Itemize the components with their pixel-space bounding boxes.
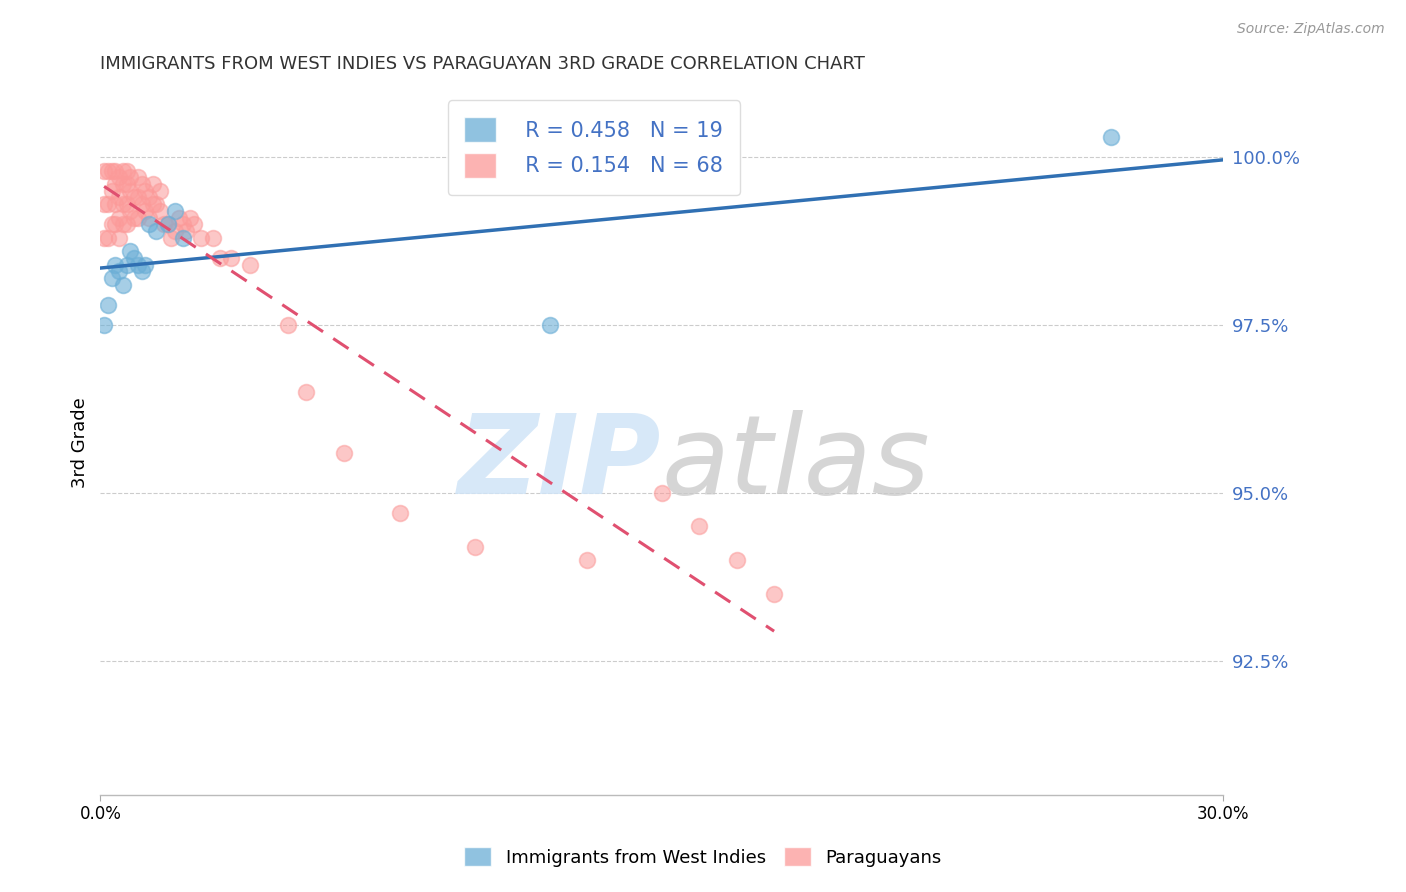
- Point: [153, 217, 176, 231]
- Point: [160, 230, 183, 244]
- Point: [127, 211, 149, 225]
- Point: [115, 197, 138, 211]
- Point: [93, 230, 115, 244]
- Point: [97, 298, 120, 312]
- Point: [131, 197, 153, 211]
- Point: [138, 217, 160, 231]
- Point: [145, 197, 167, 211]
- Point: [183, 217, 205, 231]
- Point: [142, 197, 165, 211]
- Point: [134, 184, 156, 198]
- Text: atlas: atlas: [662, 410, 931, 517]
- Point: [201, 230, 224, 244]
- Point: [104, 258, 127, 272]
- Text: Source: ZipAtlas.com: Source: ZipAtlas.com: [1237, 22, 1385, 37]
- Point: [108, 211, 131, 225]
- Point: [209, 251, 232, 265]
- Point: [93, 163, 115, 178]
- Text: ZIP: ZIP: [458, 410, 662, 517]
- Point: [104, 163, 127, 178]
- Point: [276, 318, 298, 332]
- Point: [108, 230, 131, 244]
- Point: [388, 506, 411, 520]
- Point: [115, 258, 138, 272]
- Point: [131, 264, 153, 278]
- Point: [111, 217, 134, 231]
- Point: [127, 190, 149, 204]
- Point: [97, 230, 120, 244]
- Point: [332, 445, 354, 459]
- Point: [115, 217, 138, 231]
- Point: [93, 318, 115, 332]
- Point: [122, 251, 145, 265]
- Point: [111, 177, 134, 191]
- Point: [239, 258, 262, 272]
- Point: [538, 318, 561, 332]
- Point: [725, 553, 748, 567]
- Point: [100, 163, 122, 178]
- Point: [179, 211, 201, 225]
- Point: [134, 203, 156, 218]
- Point: [221, 251, 243, 265]
- Point: [172, 230, 194, 244]
- Point: [295, 385, 318, 400]
- Point: [115, 177, 138, 191]
- Point: [176, 224, 198, 238]
- Point: [108, 190, 131, 204]
- Point: [134, 258, 156, 272]
- Point: [651, 486, 673, 500]
- Point: [127, 170, 149, 185]
- Point: [688, 519, 710, 533]
- Point: [165, 224, 187, 238]
- Point: [763, 586, 786, 600]
- Point: [1099, 130, 1122, 145]
- Point: [97, 163, 120, 178]
- Point: [97, 197, 120, 211]
- Point: [172, 217, 194, 231]
- Point: [165, 203, 187, 218]
- Point: [100, 184, 122, 198]
- Point: [138, 190, 160, 204]
- Point: [100, 271, 122, 285]
- Point: [108, 264, 131, 278]
- Point: [156, 217, 179, 231]
- Point: [142, 177, 165, 191]
- Point: [120, 170, 142, 185]
- Point: [104, 177, 127, 191]
- Point: [120, 203, 142, 218]
- Point: [115, 163, 138, 178]
- Point: [120, 184, 142, 198]
- Point: [108, 170, 131, 185]
- Point: [167, 211, 190, 225]
- Point: [100, 217, 122, 231]
- Legend: Immigrants from West Indies, Paraguayans: Immigrants from West Indies, Paraguayans: [457, 840, 949, 874]
- Point: [122, 190, 145, 204]
- Point: [149, 203, 172, 218]
- Point: [127, 258, 149, 272]
- Point: [190, 230, 212, 244]
- Point: [104, 197, 127, 211]
- Point: [575, 553, 598, 567]
- Point: [145, 224, 167, 238]
- Text: IMMIGRANTS FROM WEST INDIES VS PARAGUAYAN 3RD GRADE CORRELATION CHART: IMMIGRANTS FROM WEST INDIES VS PARAGUAYA…: [100, 55, 865, 73]
- Point: [149, 184, 172, 198]
- Point: [464, 540, 486, 554]
- Point: [111, 197, 134, 211]
- Legend:   R = 0.458   N = 19,   R = 0.154   N = 68: R = 0.458 N = 19, R = 0.154 N = 68: [447, 101, 740, 195]
- Point: [122, 211, 145, 225]
- Point: [156, 217, 179, 231]
- Point: [104, 217, 127, 231]
- Point: [93, 197, 115, 211]
- Point: [138, 211, 160, 225]
- Point: [131, 177, 153, 191]
- Point: [111, 277, 134, 292]
- Y-axis label: 3rd Grade: 3rd Grade: [72, 397, 89, 488]
- Point: [111, 163, 134, 178]
- Point: [120, 244, 142, 259]
